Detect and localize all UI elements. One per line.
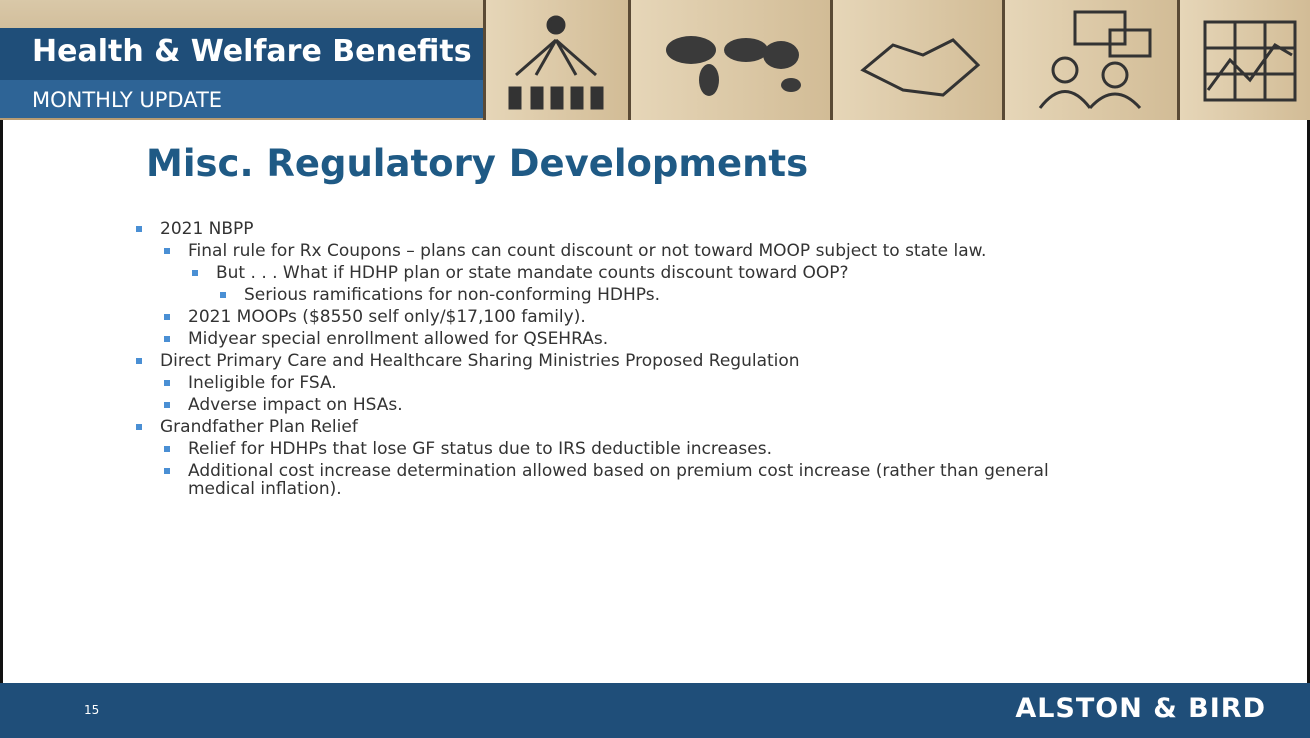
sub-list: Ineligible for FSA. Adverse impact on HSA… bbox=[188, 374, 1100, 414]
bullet-group: 2021 MOOPs ($8550 self only/$17,100 fami… bbox=[188, 308, 1100, 326]
bullet: Additional cost increase determination a… bbox=[188, 462, 1100, 498]
bullet-group: Final rule for Rx Coupons – plans can co… bbox=[188, 242, 1100, 304]
header-title: Health & Welfare Benefits bbox=[32, 34, 472, 69]
bullet: Serious ramifications for non-conforming… bbox=[244, 286, 1100, 304]
icon-chart bbox=[1180, 0, 1310, 120]
bullet: Ineligible for FSA. bbox=[188, 374, 1100, 392]
bullet: Grandfather Plan Relief bbox=[160, 418, 1100, 436]
bullet-group: Relief for HDHPs that lose GF status due… bbox=[188, 440, 1100, 458]
icon-block bbox=[830, 0, 1002, 120]
brand: ALSTON & BIRD bbox=[1015, 693, 1266, 724]
slide-title: Misc. Regulatory Developments bbox=[146, 142, 808, 185]
icon-people bbox=[486, 0, 626, 120]
bullet: Relief for HDHPs that lose GF status due… bbox=[188, 440, 1100, 458]
sub-list: Relief for HDHPs that lose GF status due… bbox=[188, 440, 1100, 498]
bullet-group: Adverse impact on HSAs. bbox=[188, 396, 1100, 414]
header-subtitle: MONTHLY UPDATE bbox=[0, 80, 483, 118]
bullet-group: Grandfather Plan Relief Relief for HDHPs … bbox=[160, 418, 1100, 498]
bullet: 2021 NBPP bbox=[160, 220, 1100, 238]
bullet-group: Direct Primary Care and Healthcare Shari… bbox=[160, 352, 1100, 414]
header: Health & Welfare Benefits MONTHLY UPDATE bbox=[0, 0, 1310, 120]
bullet-group: But . . . What if HDHP plan or state man… bbox=[216, 264, 1100, 304]
bullet: 2021 MOOPs ($8550 self only/$17,100 fami… bbox=[188, 308, 1100, 326]
sub-list: But . . . What if HDHP plan or state man… bbox=[216, 264, 1100, 304]
title-box: Health & Welfare Benefits MONTHLY UPDATE bbox=[0, 28, 483, 118]
bullet: Final rule for Rx Coupons – plans can co… bbox=[188, 242, 1100, 260]
bullet-group: Serious ramifications for non-conforming… bbox=[244, 286, 1100, 304]
page-number: 15 bbox=[84, 703, 99, 717]
sub-list: Final rule for Rx Coupons – plans can co… bbox=[188, 242, 1100, 348]
sub-list: Serious ramifications for non-conforming… bbox=[244, 286, 1100, 304]
page: Health & Welfare Benefits MONTHLY UPDATE… bbox=[0, 0, 1310, 738]
icon-block bbox=[483, 0, 628, 120]
bullet-list: 2021 NBPP Final rule for Rx Coupons – pla… bbox=[160, 220, 1100, 502]
icon-block bbox=[1002, 0, 1177, 120]
bullet-group: Ineligible for FSA. bbox=[188, 374, 1100, 392]
bullet: Direct Primary Care and Healthcare Shari… bbox=[160, 352, 1100, 370]
icon-handshake bbox=[833, 0, 1003, 120]
bullet: But . . . What if HDHP plan or state man… bbox=[216, 264, 1100, 282]
icon-block bbox=[628, 0, 830, 120]
bullet-group: 2021 NBPP Final rule for Rx Coupons – pla… bbox=[160, 220, 1100, 348]
icon-map bbox=[631, 0, 831, 120]
icon-block bbox=[1177, 0, 1310, 120]
bullet-group: Midyear special enrollment allowed for Q… bbox=[188, 330, 1100, 348]
bullet-group: Additional cost increase determination a… bbox=[188, 462, 1100, 498]
footer: 15 ALSTON & BIRD bbox=[0, 683, 1310, 738]
icon-chat bbox=[1005, 0, 1175, 120]
bullet: Adverse impact on HSAs. bbox=[188, 396, 1100, 414]
bullet: Midyear special enrollment allowed for Q… bbox=[188, 330, 1100, 348]
